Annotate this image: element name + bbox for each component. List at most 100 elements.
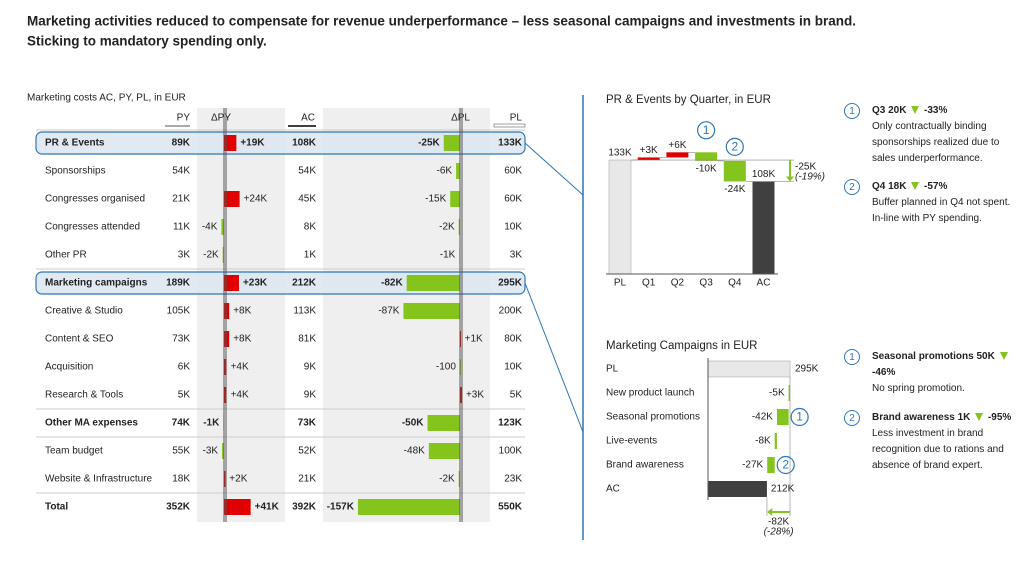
category-label: Live-events <box>606 436 657 447</box>
delta-bar <box>406 275 460 291</box>
delta-label: -48K <box>404 446 425 457</box>
delta-label: -25K <box>795 162 816 173</box>
delta-bar <box>458 219 460 235</box>
note-heading: Q4 18K <box>872 181 907 192</box>
chart-title: Marketing Campaigns in EUR <box>606 340 757 352</box>
delta-percent: (-19%) <box>795 172 825 183</box>
category-label: Q1 <box>642 278 656 289</box>
cell: 108K <box>292 138 317 149</box>
column-header: AC <box>301 113 315 124</box>
delta-label: -4K <box>202 222 218 233</box>
connector <box>524 142 584 196</box>
cell: 89K <box>172 138 191 149</box>
delta-label: +4K <box>231 362 249 373</box>
value-label: 212K <box>771 484 795 495</box>
delta-label: +8K <box>233 334 251 345</box>
delta-bar <box>427 415 460 431</box>
cell: 123K <box>498 418 523 429</box>
delta-label: -50K <box>402 418 424 429</box>
category-label: AC <box>757 278 771 289</box>
waterfall-bar <box>752 181 775 274</box>
delta-bar <box>460 387 462 403</box>
waterfall-bar <box>774 433 777 449</box>
delta-bar <box>224 303 230 319</box>
cell: 10K <box>504 362 522 373</box>
cell: 295K <box>498 278 523 289</box>
note-heading: Q3 20K <box>872 105 907 116</box>
cell: 54K <box>298 166 316 177</box>
value-label: -5K <box>769 388 785 399</box>
note-marker: 1 <box>849 352 855 363</box>
row-name: PR & Events <box>45 138 105 149</box>
waterfall-bar <box>767 457 775 473</box>
delta-bar <box>224 387 227 403</box>
delta-label: -82K <box>768 517 789 528</box>
value-label: 295K <box>795 364 819 375</box>
delta-label: -100 <box>436 362 456 373</box>
value-label: -10K <box>696 164 717 175</box>
cell: 55K <box>172 446 190 457</box>
marker <box>725 137 744 156</box>
delta-label: +24K <box>244 194 268 205</box>
waterfall-bar <box>776 409 789 425</box>
marker <box>790 407 809 427</box>
cell: 212K <box>292 278 317 289</box>
cell: 21K <box>298 474 316 485</box>
cell: 5K <box>178 390 191 401</box>
waterfall-bar <box>637 157 660 161</box>
column-header: PY <box>177 113 191 124</box>
cell: 23K <box>504 474 522 485</box>
cell: 8K <box>304 222 317 233</box>
connector <box>524 282 584 433</box>
cell: 100K <box>499 446 523 457</box>
cell: 3K <box>178 250 191 261</box>
value-label: 133K <box>608 148 632 159</box>
delta-bar <box>221 219 224 235</box>
delta-arrow-head <box>786 176 794 182</box>
note: 1 Seasonal promotions 50K -46% No spring… <box>843 349 1013 397</box>
value-label: +6K <box>668 140 686 151</box>
column-header: ΔPL <box>451 113 470 124</box>
cell: 6K <box>178 362 191 373</box>
cell: 60K <box>504 166 522 177</box>
delta-label: -25K <box>418 138 440 149</box>
category-label: PL <box>606 364 619 375</box>
note-heading: Brand awareness 1K <box>872 412 971 423</box>
note-text: Less investment in brand recognition due… <box>872 428 1004 471</box>
cell: 52K <box>298 446 316 457</box>
waterfall-bar <box>695 152 718 161</box>
value-label: -42K <box>752 412 773 423</box>
category-label: Q3 <box>699 278 713 289</box>
delta-bar <box>403 303 460 319</box>
cell: 45K <box>298 194 316 205</box>
chart-title: PR & Events by Quarter, in EUR <box>606 94 771 106</box>
delta-label: -2K <box>439 474 455 485</box>
cell: 9K <box>304 390 317 401</box>
delta-label: +4K <box>231 390 249 401</box>
row-name: Congresses attended <box>45 222 140 233</box>
row-name: Website & Infrastructure <box>45 474 153 485</box>
value-label: -24K <box>724 184 745 195</box>
cell: 74K <box>172 418 191 429</box>
table-subtitle: Marketing costs AC, PY, PL, in EUR <box>27 93 186 104</box>
waterfall-bar <box>666 152 689 158</box>
delta-bar <box>222 247 224 263</box>
row-name: Marketing campaigns <box>45 278 148 289</box>
cell: 5K <box>510 390 523 401</box>
note-change: -95% <box>987 412 1012 423</box>
cell: 10K <box>504 222 522 233</box>
note-change: -57% <box>924 181 948 192</box>
delta-label: -87K <box>378 306 399 317</box>
title-line: Marketing activities reduced to compensa… <box>27 14 856 29</box>
marker-label: 1 <box>796 410 803 424</box>
value-label: -8K <box>755 436 771 447</box>
row-name: Content & SEO <box>45 334 114 345</box>
row-name: Acquisition <box>45 362 93 373</box>
marker-label: 2 <box>731 140 738 154</box>
row-name: Other MA expenses <box>45 418 138 429</box>
cell: 73K <box>298 418 317 429</box>
cell: 60K <box>504 194 522 205</box>
cell: 189K <box>166 278 191 289</box>
